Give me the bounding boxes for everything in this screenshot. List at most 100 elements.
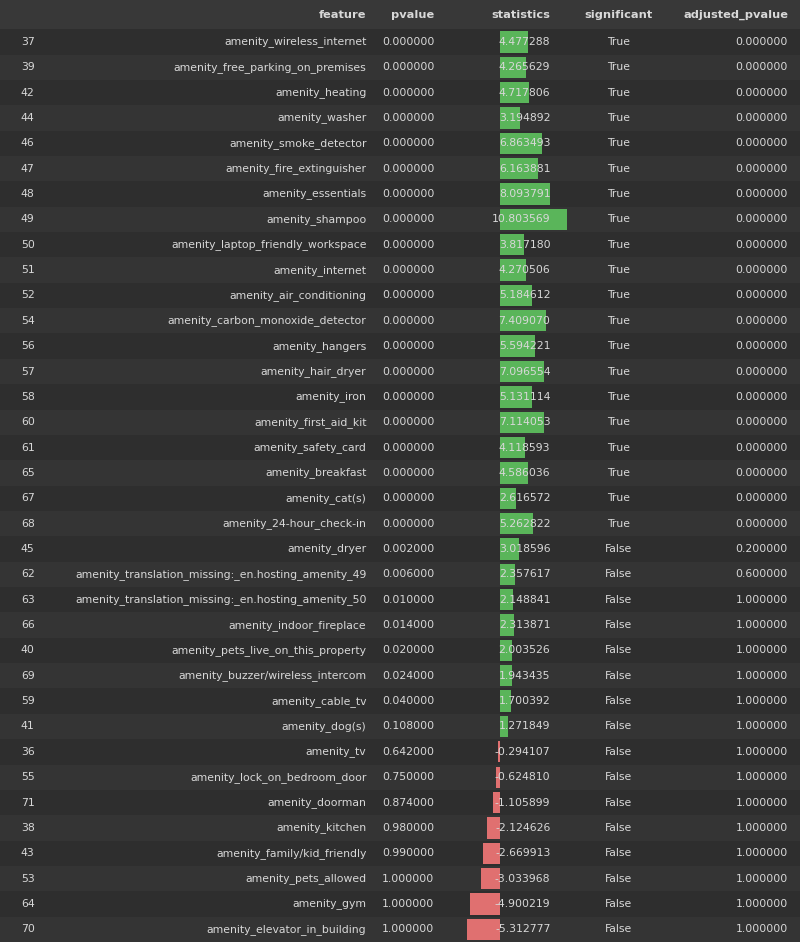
Text: False: False [605, 772, 632, 782]
Text: True: True [607, 519, 630, 528]
Text: 0.000000: 0.000000 [382, 316, 434, 326]
Text: amenity_washer: amenity_washer [277, 112, 366, 123]
Bar [0, 29, 800, 55]
Text: 4.265629: 4.265629 [499, 62, 550, 73]
Bar [0, 308, 800, 333]
Bar [500, 563, 514, 585]
Text: False: False [605, 544, 632, 554]
Bar [0, 283, 800, 308]
Text: 5.594221: 5.594221 [499, 341, 550, 351]
Text: 60: 60 [21, 417, 34, 428]
Text: 57: 57 [21, 366, 34, 377]
Text: 0.040000: 0.040000 [382, 696, 434, 706]
Bar [500, 437, 526, 458]
Text: 1.000000: 1.000000 [736, 645, 788, 656]
Text: True: True [607, 290, 630, 300]
Text: True: True [607, 62, 630, 73]
Text: 6.863493: 6.863493 [499, 138, 550, 148]
Text: 0.000000: 0.000000 [382, 164, 434, 173]
Text: 1.000000: 1.000000 [382, 873, 434, 884]
Text: amenity_dryer: amenity_dryer [287, 544, 366, 555]
Text: 4.586036: 4.586036 [498, 468, 550, 478]
Bar [500, 640, 512, 661]
Bar [500, 463, 528, 483]
Bar [0, 410, 800, 435]
Text: 0.000000: 0.000000 [382, 366, 434, 377]
Text: 0.000000: 0.000000 [382, 138, 434, 148]
Bar [0, 0, 800, 29]
Text: 41: 41 [21, 722, 34, 732]
Text: amenity_family/kid_friendly: amenity_family/kid_friendly [216, 848, 366, 859]
Text: 58: 58 [21, 392, 34, 402]
Bar [500, 361, 544, 382]
Text: False: False [605, 569, 632, 579]
Text: 2.616572: 2.616572 [499, 494, 550, 503]
Text: 40: 40 [21, 645, 34, 656]
Bar [0, 384, 800, 410]
Bar [500, 412, 544, 433]
Text: 1.271849: 1.271849 [499, 722, 550, 732]
Text: amenity_smoke_detector: amenity_smoke_detector [229, 138, 366, 149]
Text: 2.003526: 2.003526 [498, 645, 550, 656]
Text: pvalue: pvalue [391, 9, 434, 20]
Bar [0, 181, 800, 206]
Text: amenity_iron: amenity_iron [295, 392, 366, 402]
Text: 0.000000: 0.000000 [736, 494, 788, 503]
Text: 0.006000: 0.006000 [382, 569, 434, 579]
Bar [0, 789, 800, 815]
Text: -2.669913: -2.669913 [495, 848, 550, 858]
Bar [0, 131, 800, 156]
Text: 0.642000: 0.642000 [382, 747, 434, 756]
Bar [0, 106, 800, 131]
Text: 47: 47 [21, 164, 34, 173]
Text: 44: 44 [21, 113, 34, 123]
Bar [0, 359, 800, 384]
Text: 1.000000: 1.000000 [382, 924, 434, 934]
Text: True: True [607, 417, 630, 428]
Text: False: False [605, 696, 632, 706]
Text: -2.124626: -2.124626 [495, 823, 550, 833]
Bar [0, 739, 800, 765]
Bar [500, 107, 520, 129]
Text: amenity_essentials: amenity_essentials [262, 188, 366, 200]
Text: 1.000000: 1.000000 [736, 798, 788, 807]
Text: 0.000000: 0.000000 [382, 290, 434, 300]
Text: 67: 67 [21, 494, 34, 503]
Text: 0.010000: 0.010000 [382, 594, 434, 605]
Text: 1.000000: 1.000000 [736, 873, 788, 884]
Text: 2.148841: 2.148841 [499, 594, 550, 605]
Text: amenity_translation_missing:_en.hosting_amenity_50: amenity_translation_missing:_en.hosting_… [75, 594, 366, 605]
Text: 7.096554: 7.096554 [498, 366, 550, 377]
Text: amenity_cable_tv: amenity_cable_tv [271, 696, 366, 706]
Text: 61: 61 [21, 443, 34, 452]
Text: 65: 65 [21, 468, 34, 478]
Bar [500, 184, 550, 204]
Bar [500, 614, 514, 636]
Text: 0.000000: 0.000000 [736, 189, 788, 199]
Text: 0.200000: 0.200000 [736, 544, 788, 554]
Text: 1.000000: 1.000000 [736, 620, 788, 630]
Text: 0.000000: 0.000000 [382, 239, 434, 250]
Text: 4.118593: 4.118593 [499, 443, 550, 452]
Text: adjusted_pvalue: adjusted_pvalue [683, 9, 788, 20]
Text: False: False [605, 899, 632, 909]
Text: False: False [605, 620, 632, 630]
Bar [0, 815, 800, 840]
Text: amenity_indoor_fireplace: amenity_indoor_fireplace [229, 620, 366, 630]
Text: statistics: statistics [491, 9, 550, 20]
Text: 0.000000: 0.000000 [736, 341, 788, 351]
Text: 45: 45 [21, 544, 34, 554]
Text: 1.000000: 1.000000 [736, 899, 788, 909]
Text: False: False [605, 924, 632, 934]
Text: amenity_pets_live_on_this_property: amenity_pets_live_on_this_property [171, 645, 366, 656]
Bar [0, 206, 800, 232]
Text: 0.000000: 0.000000 [736, 468, 788, 478]
Text: False: False [605, 722, 632, 732]
Bar [0, 333, 800, 359]
Bar [500, 158, 538, 179]
Bar [500, 488, 516, 509]
Text: 0.990000: 0.990000 [382, 848, 434, 858]
Bar [0, 663, 800, 689]
Bar [500, 716, 508, 738]
Bar [0, 461, 800, 486]
